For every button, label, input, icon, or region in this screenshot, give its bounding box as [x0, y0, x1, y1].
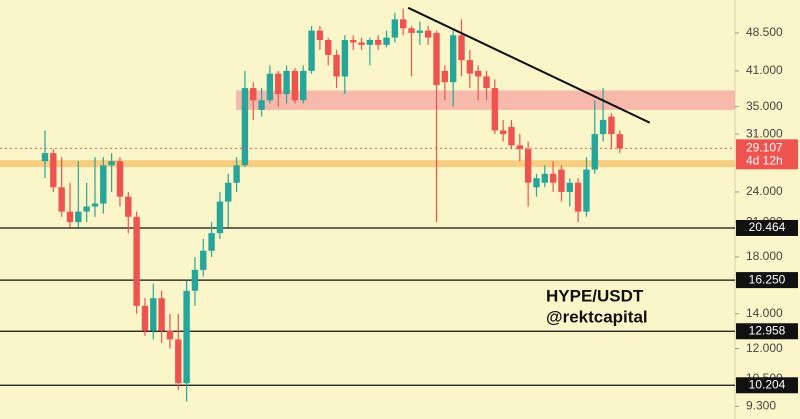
- candle-body: [58, 187, 65, 212]
- annotation: HYPE/USDT: [546, 286, 644, 305]
- candle-body: [200, 250, 207, 270]
- candle-body: [125, 196, 132, 217]
- candle-body: [333, 54, 340, 77]
- level-label: 20.464: [749, 220, 786, 234]
- candle-body: [241, 88, 249, 166]
- y-tick-label: 24.000: [746, 184, 783, 198]
- candle-body: [491, 88, 499, 131]
- candle-body: [375, 40, 382, 45]
- candle-body: [441, 70, 449, 83]
- level-label-box: [736, 377, 798, 394]
- y-tick-label: 14.000: [746, 306, 783, 320]
- candle-body: [258, 100, 265, 110]
- level-label-box: [736, 323, 798, 340]
- candle-body: [233, 165, 240, 183]
- candle-body: [499, 130, 507, 135]
- candle-body: [558, 169, 565, 192]
- candle-body: [175, 339, 182, 384]
- y-tick-label: 31.000: [746, 126, 783, 140]
- trendline: [407, 6, 651, 124]
- y-tick-label: 18.000: [746, 249, 783, 263]
- candle-body: [458, 35, 465, 61]
- candle-body: [483, 76, 490, 89]
- candle-body: [100, 165, 107, 204]
- current-price-box: [736, 139, 798, 170]
- y-tick-label: 9.300: [746, 398, 776, 412]
- level-label: 16.250: [749, 272, 786, 286]
- candle-body: [449, 35, 457, 83]
- candle-body: [300, 70, 307, 101]
- level-label: 12.958: [749, 323, 786, 337]
- candle-body: [50, 153, 57, 188]
- candle-body: [516, 145, 524, 150]
- annotation: @rektcapital: [546, 307, 648, 326]
- candle-body: [191, 269, 199, 291]
- candle-body: [183, 290, 190, 384]
- candle-body: [83, 206, 90, 212]
- candle-body: [41, 153, 49, 162]
- candle-body: [508, 126, 515, 146]
- candle-body: [549, 173, 557, 183]
- level-label-box: [736, 272, 798, 289]
- candle-body: [350, 40, 357, 43]
- current-price-label: 29.107: [746, 141, 783, 155]
- candle-body: [383, 37, 390, 45]
- candle-body: [66, 211, 74, 223]
- candle-body: [533, 178, 540, 188]
- candle-body: [150, 298, 157, 331]
- candle-body: [433, 32, 440, 86]
- candle-body: [325, 40, 332, 55]
- candle-body: [116, 161, 124, 197]
- candle-body: [399, 19, 407, 29]
- candle-body: [424, 30, 432, 38]
- candle-body: [358, 42, 365, 45]
- candle-body: [566, 182, 573, 192]
- candle-body: [216, 201, 224, 234]
- candle-body: [583, 169, 590, 212]
- candle-body: [541, 173, 548, 183]
- candle-body: [391, 19, 399, 38]
- candle-body: [266, 73, 274, 101]
- candle-body: [283, 70, 290, 95]
- level-label-box: [736, 219, 798, 236]
- candle-body: [591, 134, 598, 170]
- candle-body: [366, 40, 374, 45]
- candle-body: [474, 70, 482, 77]
- y-tick-label: 35.000: [746, 99, 783, 113]
- candle-body: [108, 161, 115, 166]
- candle-body: [141, 305, 149, 331]
- candle-body: [616, 134, 623, 149]
- candle-body: [158, 298, 165, 331]
- candle-body: [250, 88, 257, 101]
- level-label: 10.204: [749, 377, 786, 391]
- countdown-label: 4d 12h: [746, 154, 783, 168]
- candle-body: [75, 211, 82, 223]
- y-tick-label: 48.500: [746, 25, 783, 39]
- candle-body: [91, 203, 99, 207]
- candle-body: [524, 149, 532, 183]
- candle-body: [574, 182, 582, 212]
- y-tick-label: 41.000: [746, 63, 783, 77]
- candle-body: [225, 182, 232, 202]
- candle-body: [466, 60, 474, 74]
- y-tick-label: 12.000: [746, 341, 783, 355]
- candle-body: [308, 30, 315, 71]
- candle-body: [275, 73, 282, 95]
- candle-body: [341, 40, 349, 77]
- candle-body: [599, 119, 607, 135]
- candle-body: [608, 116, 615, 135]
- candle-body: [316, 30, 324, 41]
- candle-body: [291, 70, 299, 101]
- candle-body: [416, 30, 424, 33]
- candle-body: [208, 233, 215, 251]
- resistance-zone: [236, 90, 735, 110]
- candle-body: [408, 28, 415, 33]
- candle-body: [133, 216, 140, 306]
- candle-body: [166, 330, 174, 340]
